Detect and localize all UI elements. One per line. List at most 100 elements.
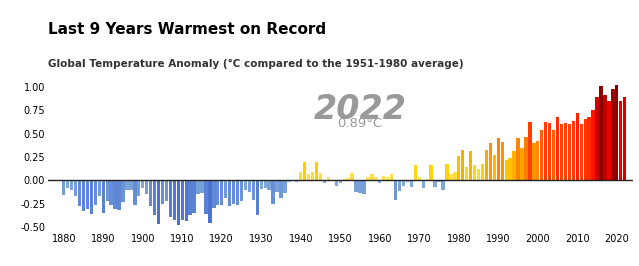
Bar <box>133 180 137 205</box>
Bar <box>394 180 397 200</box>
Bar <box>78 180 81 206</box>
Bar <box>232 180 235 205</box>
Bar <box>469 151 472 180</box>
Bar <box>109 180 113 205</box>
Bar <box>378 180 381 183</box>
Bar <box>323 180 326 183</box>
Bar <box>596 97 599 180</box>
Bar <box>216 180 219 205</box>
Bar <box>346 178 350 180</box>
Bar <box>157 180 160 224</box>
Bar <box>295 180 298 182</box>
Bar <box>418 177 421 180</box>
Bar <box>129 180 132 190</box>
Bar <box>268 180 271 190</box>
Bar <box>153 180 157 215</box>
Bar <box>374 177 378 180</box>
Bar <box>196 180 200 194</box>
Bar <box>208 180 212 223</box>
Bar <box>386 177 389 180</box>
Bar <box>299 172 302 180</box>
Bar <box>556 117 559 180</box>
Text: Last 9 Years Warmest on Record: Last 9 Years Warmest on Record <box>48 22 326 37</box>
Bar <box>445 164 449 180</box>
Bar <box>505 160 508 180</box>
Bar <box>560 123 563 180</box>
Bar <box>279 180 282 198</box>
Bar <box>477 169 481 180</box>
Bar <box>192 180 196 213</box>
Bar <box>540 130 543 180</box>
Bar <box>457 156 461 180</box>
Bar <box>327 177 330 180</box>
Bar <box>224 180 227 198</box>
Bar <box>176 180 180 225</box>
Bar <box>520 148 524 180</box>
Bar <box>611 89 615 180</box>
Bar <box>362 180 366 194</box>
Bar <box>437 180 441 182</box>
Bar <box>66 180 70 188</box>
Bar <box>263 180 267 188</box>
Bar <box>98 180 101 196</box>
Bar <box>181 180 184 220</box>
Bar <box>398 180 401 192</box>
Bar <box>390 174 393 180</box>
Bar <box>461 151 465 180</box>
Text: Global Temperature Anomaly (°C compared to the 1951-1980 average): Global Temperature Anomaly (°C compared … <box>48 59 463 69</box>
Bar <box>236 180 239 205</box>
Bar <box>145 180 148 194</box>
Bar <box>429 165 433 180</box>
Bar <box>567 123 571 180</box>
Bar <box>406 180 409 182</box>
Bar <box>212 180 215 208</box>
Bar <box>113 180 117 209</box>
Bar <box>410 180 413 187</box>
Bar <box>358 180 362 193</box>
Bar <box>413 165 417 180</box>
Bar <box>587 117 591 180</box>
Bar <box>366 177 369 180</box>
Bar <box>493 155 496 180</box>
Bar <box>240 180 243 201</box>
Bar <box>288 180 291 182</box>
Bar <box>125 180 128 190</box>
Bar <box>121 180 125 202</box>
Bar <box>307 174 311 180</box>
Bar <box>275 180 279 192</box>
Bar <box>473 165 476 180</box>
Bar <box>303 162 306 180</box>
Bar <box>339 180 342 183</box>
Bar <box>603 95 606 180</box>
Bar <box>485 149 488 180</box>
Bar <box>548 123 551 180</box>
Bar <box>319 173 322 180</box>
Bar <box>615 85 619 180</box>
Bar <box>583 119 587 180</box>
Bar <box>89 180 93 214</box>
Bar <box>536 141 539 180</box>
Bar <box>149 180 152 206</box>
Bar <box>335 180 338 186</box>
Bar <box>449 174 452 180</box>
Text: 2022: 2022 <box>314 93 406 126</box>
Bar <box>315 162 318 180</box>
Bar <box>283 180 287 193</box>
Bar <box>544 122 548 180</box>
Bar <box>204 180 208 214</box>
Bar <box>82 180 85 211</box>
Bar <box>161 180 164 205</box>
Bar <box>102 180 105 213</box>
Bar <box>228 180 231 206</box>
Bar <box>426 179 429 180</box>
Bar <box>564 123 567 180</box>
Bar <box>220 180 224 205</box>
Bar <box>580 123 583 180</box>
Bar <box>453 172 456 180</box>
Bar <box>70 180 73 190</box>
Bar <box>272 180 275 205</box>
Bar <box>331 180 334 181</box>
Bar <box>500 142 504 180</box>
Bar <box>137 180 141 196</box>
Bar <box>572 121 575 180</box>
